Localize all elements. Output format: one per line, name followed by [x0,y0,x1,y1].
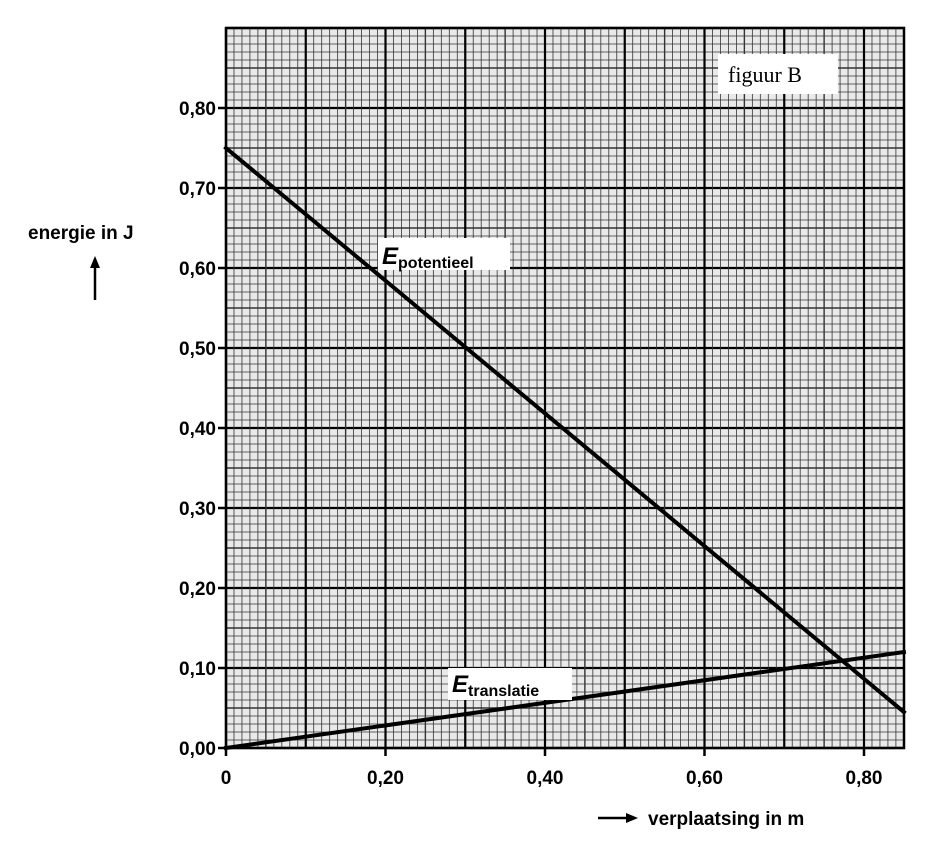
y-tick-label: 0,50 [179,339,216,360]
y-axis-arrow-icon [90,256,100,300]
series-label-translatie: Etranslatie [448,668,572,700]
x-tick-label: 0,60 [686,768,723,789]
grid [224,26,905,750]
y-tick-label: 0,00 [179,739,216,760]
x-tick-label: 0,20 [367,768,404,789]
x-axis-title: verplaatsing in m [648,809,804,830]
svg-text:Epotentieel: Epotentieel [382,243,474,272]
x-axis-arrow-icon [598,813,638,823]
tick-labels: 0,00 0,10 0,20 0,30 0,40 0,50 0,60 0,70 0,80 0 0,2… [179,99,882,789]
series-label-potentieel-symbol: E [382,243,399,270]
y-tick-label: 0,60 [179,259,216,280]
y-tick-label: 0,70 [179,179,216,200]
x-tick-label: 0,40 [527,768,564,789]
y-axis-title: energie in J [28,223,134,244]
figure-label: figuur B [728,62,802,87]
y-tick-label: 0,10 [179,659,216,680]
plot-border [224,26,906,750]
series-label-potentieel: Epotentieel [378,238,510,272]
series-label-potentieel-subscript: potentieel [398,255,474,272]
y-tick-label: 0,30 [179,499,216,520]
x-tick-label: 0 [221,768,232,789]
figure-label-background [718,54,838,94]
series-line-potentieel [223,145,907,715]
series-label-translatie-symbol: E [452,671,469,698]
y-tick-label: 0,40 [179,419,216,440]
series-label-translatie-subscript: translatie [468,683,539,700]
y-tick-label: 0,20 [179,579,216,600]
svg-text:Etranslatie: Etranslatie [452,671,539,700]
x-tick-label: 0,80 [846,768,883,789]
y-tick-label: 0,80 [179,99,216,120]
